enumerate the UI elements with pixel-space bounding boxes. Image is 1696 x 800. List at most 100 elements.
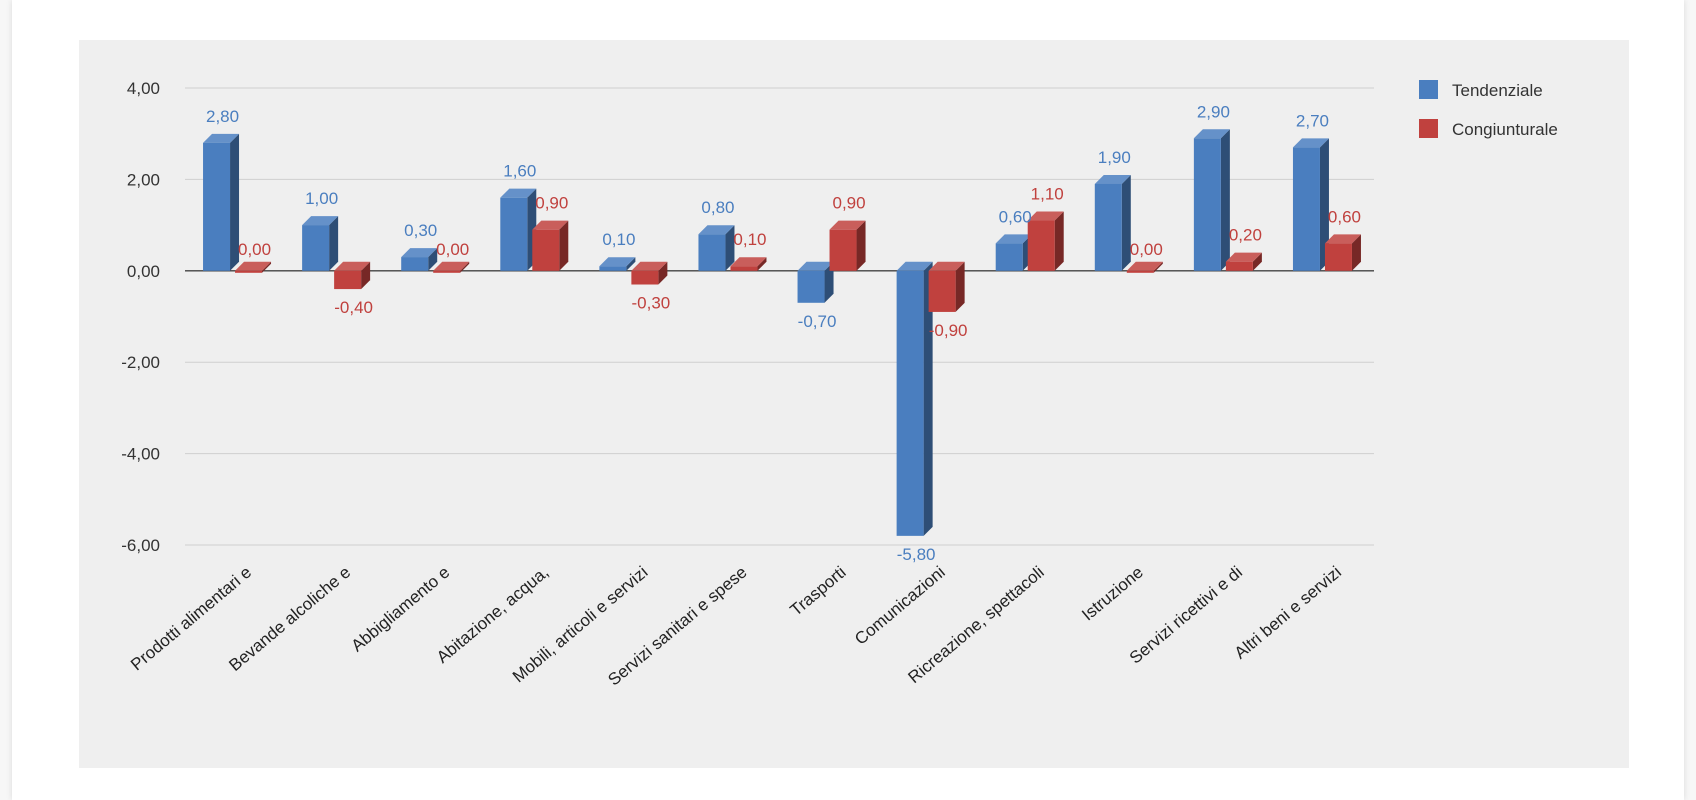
bar-side: [1153, 261, 1163, 273]
bar-front: [995, 243, 1023, 271]
legend-label: Tendenziale: [1452, 81, 1543, 100]
y-tick-label: 4,00: [127, 79, 160, 98]
bar-top: [500, 188, 537, 198]
y-tick-label: 0,00: [127, 262, 160, 281]
bar-congiunturale-2: [433, 261, 470, 273]
data-label-congiunturale-1: -0,40: [334, 298, 373, 317]
bar-side: [824, 261, 834, 303]
data-label-congiunturale-0: 0,00: [238, 240, 271, 259]
bar-front: [334, 270, 362, 290]
data-labels: 2,800,001,00-0,400,300,001,600,900,10-0,…: [206, 102, 1361, 564]
bar-top: [433, 261, 470, 271]
bar-tendenziale-2: [401, 248, 438, 271]
legend-swatch: [1419, 80, 1438, 99]
bar-tendenziale-3: [500, 188, 537, 271]
data-label-congiunturale-10: 0,20: [1229, 226, 1262, 245]
legend-label: Congiunturale: [1452, 120, 1558, 139]
data-label-congiunturale-3: 0,90: [535, 194, 568, 213]
bar-tendenziale-6: [797, 261, 834, 303]
bar-side: [1220, 129, 1230, 271]
bar-tendenziale-11: [1292, 138, 1329, 271]
bar-front: [1094, 183, 1122, 271]
y-axis-ticks: 4,00 2,00 0,00 -2,00 -4,00 -6,00: [121, 79, 160, 555]
bar-front: [1027, 220, 1055, 271]
bar-top: [1324, 234, 1361, 244]
bar-front: [896, 270, 924, 536]
data-label-tendenziale-4: 0,10: [602, 230, 635, 249]
bar-side: [658, 261, 668, 285]
bar-congiunturale-7: [928, 261, 965, 312]
data-label-tendenziale-5: 0,80: [701, 198, 734, 217]
bar-top: [631, 261, 668, 271]
bar-front: [203, 142, 231, 271]
legend-item-tendenziale: Tendenziale: [1419, 80, 1543, 100]
bar-top: [730, 257, 767, 267]
data-label-tendenziale-9: 1,90: [1098, 148, 1131, 167]
data-label-tendenziale-8: 0,60: [999, 207, 1032, 226]
chart-card: 4,00 2,00 0,00 -2,00 -4,00 -6,00 2,80 0,00 1,00…: [12, 0, 1684, 800]
bar-front: [698, 234, 726, 271]
bar-front: [532, 229, 560, 271]
bar-top: [235, 261, 272, 271]
data-label-tendenziale-11: 2,70: [1296, 111, 1329, 130]
legend-swatch: [1419, 119, 1438, 138]
data-label-tendenziale-1: 1,00: [305, 189, 338, 208]
bar-front: [235, 270, 263, 273]
data-label-congiunturale-4: -0,30: [632, 294, 671, 313]
bar-congiunturale-3: [532, 220, 569, 271]
bar-tendenziale-7: [896, 261, 933, 536]
bar-side: [1054, 211, 1064, 271]
bar-front: [797, 270, 825, 303]
bar-congiunturale-5: [730, 257, 767, 271]
bar-front: [730, 266, 758, 271]
bar-congiunturale-1: [334, 261, 371, 290]
bar-front: [1292, 147, 1320, 271]
data-label-congiunturale-2: 0,00: [436, 240, 469, 259]
bar-top: [401, 248, 438, 258]
bar-congiunturale-11: [1324, 234, 1361, 271]
y-tick-label: -2,00: [121, 353, 160, 372]
bar-side: [230, 133, 240, 271]
data-label-tendenziale-10: 2,90: [1197, 102, 1230, 121]
bar-tendenziale-1: [302, 216, 339, 271]
bar-top: [532, 220, 569, 230]
bar-front: [433, 270, 461, 273]
bar-tendenziale-9: [1094, 174, 1131, 271]
data-label-congiunturale-9: 0,00: [1130, 240, 1163, 259]
bar-top: [302, 216, 339, 226]
bar-side: [1121, 174, 1131, 271]
y-tick-label: -4,00: [121, 445, 160, 464]
bar-side: [856, 220, 866, 271]
bar-side: [1319, 138, 1329, 271]
bar-front: [928, 270, 956, 312]
bar-front: [829, 229, 857, 271]
bar-side: [262, 261, 272, 273]
bar-side: [460, 261, 470, 273]
bar-side: [1351, 234, 1361, 271]
data-label-congiunturale-11: 0,60: [1328, 207, 1361, 226]
data-label-tendenziale-3: 1,60: [503, 162, 536, 181]
bar-top: [203, 133, 240, 143]
bar-front: [1225, 261, 1253, 271]
legend: Tendenziale Congiunturale: [1419, 80, 1558, 139]
data-label-tendenziale-0: 2,80: [206, 107, 239, 126]
bar-top: [1225, 252, 1262, 262]
bar-front: [1324, 243, 1352, 271]
bar-top: [1027, 211, 1064, 221]
data-label-tendenziale-2: 0,30: [404, 221, 437, 240]
data-label-tendenziale-7: -5,80: [897, 545, 936, 564]
y-tick-label: 2,00: [127, 170, 160, 189]
data-label-congiunturale-5: 0,10: [733, 230, 766, 249]
bar-side: [626, 257, 636, 271]
bar-congiunturale-10: [1225, 252, 1262, 271]
bar-tendenziale-5: [698, 225, 735, 271]
bar-congiunturale-8: [1027, 211, 1064, 271]
bar-front: [401, 257, 429, 271]
bar-top: [1292, 138, 1329, 148]
data-label-congiunturale-6: 0,90: [832, 194, 865, 213]
legend-item-congiunturale: Congiunturale: [1419, 119, 1558, 139]
bar-congiunturale-4: [631, 261, 668, 285]
bar-front: [1193, 138, 1221, 271]
bar-top: [1094, 174, 1131, 184]
bar-top: [334, 261, 371, 271]
